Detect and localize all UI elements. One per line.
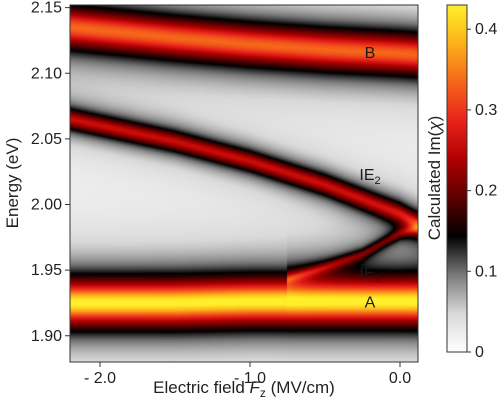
y-axis-title: Energy (eV) [3, 138, 22, 229]
y-tick-label: 1.90 [31, 328, 62, 345]
colorbar [446, 4, 468, 353]
band-label-ie1: IE1 [359, 265, 380, 285]
colorbar-tick-label: 0 [475, 344, 484, 361]
x-tick-label: - 1.0 [234, 370, 266, 387]
band-label-ie2: IE2 [359, 167, 380, 187]
x-tick-label: 0.0 [389, 370, 411, 387]
x-axis-ticks: - 2.0 - 1.0 0.0 [84, 362, 411, 387]
colorbar-tick-label: 0.4 [475, 21, 497, 38]
colorbar-title: Calculated Im(χ) [425, 116, 444, 241]
heatmap-canvas-container [70, 5, 418, 362]
y-tick-label: 2.10 [31, 65, 62, 82]
x-tick-label: - 2.0 [84, 370, 116, 387]
colorbar-tick-label: 0.3 [475, 102, 497, 119]
band-label-b: B [365, 45, 376, 62]
plot-frame [69, 4, 419, 363]
heatmap-image [70, 5, 418, 362]
x-axis-title: Electric field Fz (MV/cm) [153, 378, 335, 400]
colorbar-ticks: 0 0.1 0.2 0.3 0.4 [467, 21, 497, 361]
colorbar-tick-label: 0.2 [475, 183, 497, 200]
y-tick-label: 2.00 [31, 197, 62, 214]
y-axis-ticks: 1.90 1.95 2.00 2.05 2.10 2.15 [31, 0, 70, 345]
y-tick-label: 1.95 [31, 262, 62, 279]
y-tick-label: 2.05 [31, 131, 62, 148]
colorbar-tick-label: 0.1 [475, 263, 497, 280]
band-labels: B IE2 IE1 A [359, 45, 380, 312]
y-tick-label: 2.15 [31, 0, 62, 17]
band-label-a: A [365, 295, 376, 312]
